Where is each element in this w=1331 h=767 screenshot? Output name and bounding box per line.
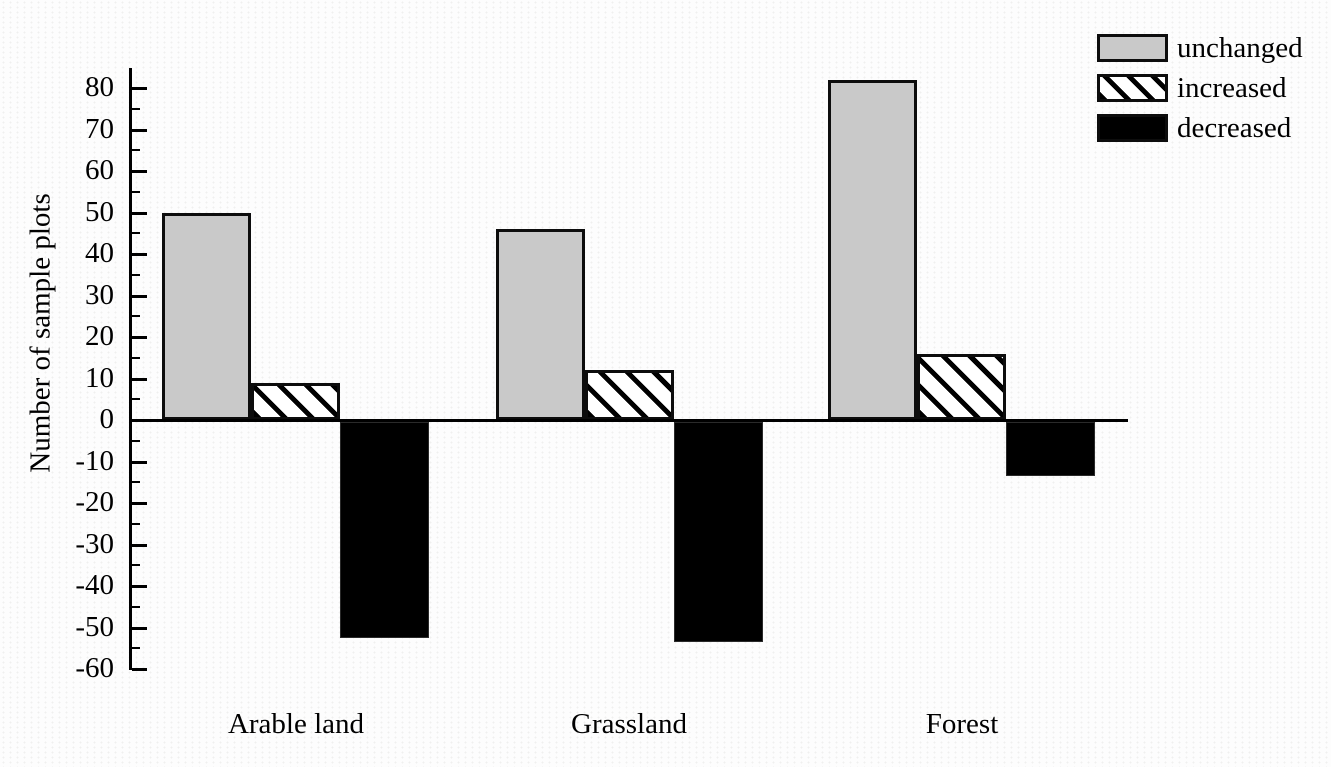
y-minor-tick xyxy=(132,481,140,484)
y-major-tick xyxy=(132,211,147,215)
y-minor-tick xyxy=(132,232,140,235)
y-major-tick xyxy=(132,87,147,90)
y-axis-line xyxy=(129,68,132,670)
legend-swatch-increased xyxy=(1097,74,1168,102)
category-label-forest: Forest xyxy=(925,708,999,740)
bar-unchanged-arable-land xyxy=(162,212,251,420)
bar-unchanged-grassland xyxy=(496,229,585,420)
bar-increased-grassland xyxy=(585,370,674,420)
legend-swatch-unchanged xyxy=(1097,34,1168,62)
legend-label-increased: increased xyxy=(1177,71,1287,104)
y-major-tick xyxy=(132,419,147,422)
y-minor-tick xyxy=(132,605,140,608)
y-major-tick xyxy=(132,253,147,256)
y-tick-label: -50 xyxy=(75,610,114,643)
y-minor-tick xyxy=(132,149,140,152)
legend: unchanged increased decreased xyxy=(1097,28,1303,148)
y-major-tick xyxy=(132,543,147,547)
y-major-tick xyxy=(132,668,147,671)
y-major-tick xyxy=(132,377,147,381)
y-tick-label: 40 xyxy=(85,237,114,269)
bar-increased-forest xyxy=(917,353,1006,420)
y-tick-label: 10 xyxy=(85,361,114,394)
legend-item-unchanged: unchanged xyxy=(1097,28,1303,68)
bar-decreased-arable-land xyxy=(340,422,429,638)
bar-decreased-forest xyxy=(1006,422,1095,476)
x-axis-zero-line xyxy=(129,419,1128,422)
y-minor-tick xyxy=(132,107,140,110)
legend-label-decreased: decreased xyxy=(1177,111,1292,144)
bar-decreased-grassland xyxy=(674,422,763,642)
bar-increased-arable-land xyxy=(251,382,340,420)
y-tick-label: -10 xyxy=(75,444,114,477)
y-tick-label: -40 xyxy=(75,569,114,601)
y-minor-tick xyxy=(132,564,140,567)
legend-item-decreased: decreased xyxy=(1097,108,1303,148)
legend-swatch-decreased xyxy=(1097,114,1168,142)
y-minor-tick xyxy=(132,647,140,650)
y-minor-tick xyxy=(132,315,140,318)
y-minor-tick xyxy=(132,522,140,525)
y-minor-tick xyxy=(132,398,140,401)
y-major-tick xyxy=(132,626,147,630)
y-tick-label: 20 xyxy=(85,320,114,352)
y-tick-label: 30 xyxy=(85,278,114,311)
y-major-tick xyxy=(132,585,147,588)
y-tick-label: 0 xyxy=(99,403,115,435)
y-minor-tick xyxy=(132,273,140,276)
y-major-tick xyxy=(132,170,147,173)
y-major-tick xyxy=(132,336,147,339)
y-major-tick xyxy=(132,294,147,298)
y-tick-label: 80 xyxy=(85,71,114,103)
y-minor-tick xyxy=(132,190,140,193)
y-major-tick xyxy=(132,502,147,505)
y-tick-label: 60 xyxy=(85,154,114,186)
y-minor-tick xyxy=(132,356,140,359)
y-major-tick xyxy=(132,128,147,132)
y-tick-label: -20 xyxy=(75,486,114,518)
bar-unchanged-forest xyxy=(828,79,917,420)
y-major-tick xyxy=(132,460,147,464)
y-tick-label: 50 xyxy=(85,195,114,228)
legend-item-increased: increased xyxy=(1097,68,1303,108)
y-minor-tick xyxy=(132,439,140,442)
category-label-arable-land: Arable land xyxy=(227,708,365,740)
y-tick-label: 70 xyxy=(85,112,114,145)
legend-label-unchanged: unchanged xyxy=(1177,31,1303,64)
y-tick-label: -30 xyxy=(75,527,114,560)
y-tick-label: -60 xyxy=(75,652,114,684)
category-label-grassland: Grassland xyxy=(571,708,687,740)
